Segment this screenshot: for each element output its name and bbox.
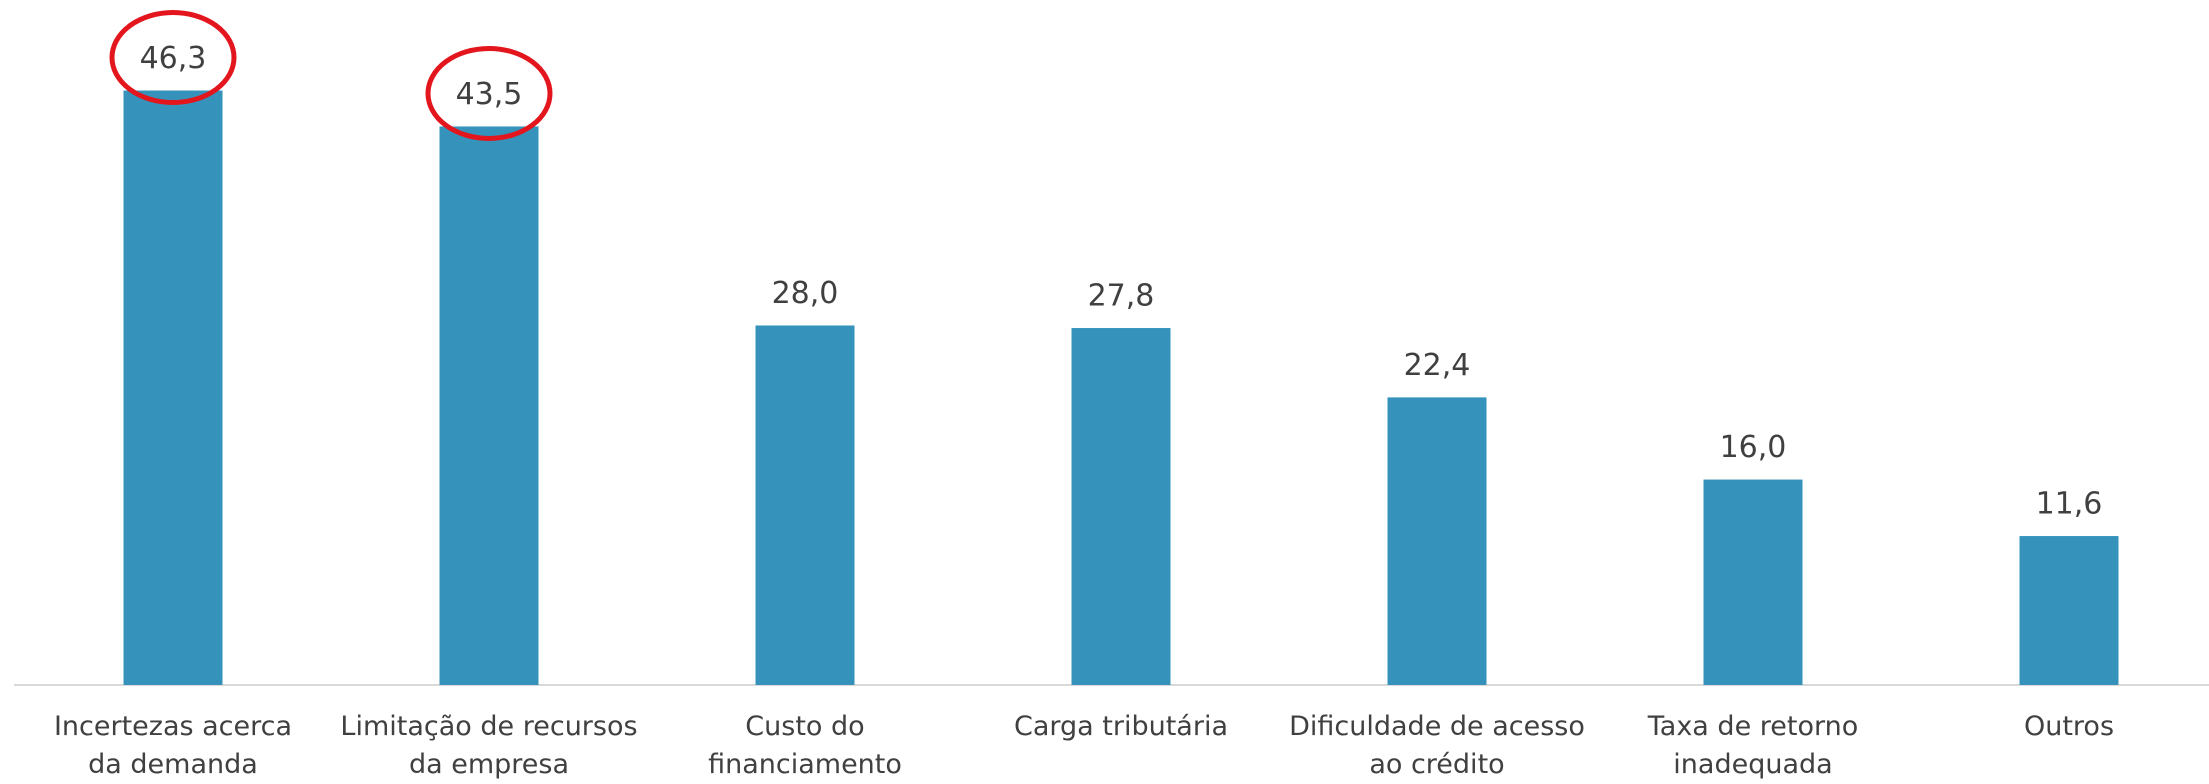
highlight-circle <box>425 45 553 141</box>
x-tick-label: Carga tributária <box>1013 711 1228 742</box>
highlight-circle <box>109 10 237 106</box>
value-label: 27,8 <box>1088 279 1155 314</box>
bar <box>2019 536 2119 685</box>
bar <box>1703 479 1803 685</box>
x-tick-label: Taxa de retorno inadequada <box>1647 711 1859 780</box>
bar <box>1387 397 1487 685</box>
value-label: 28,0 <box>772 276 839 311</box>
value-label: 43,5 <box>456 77 523 112</box>
x-tick-label: Dificuldade de acesso ao crédito <box>1289 711 1585 780</box>
x-tick-label: Limitação de recursos da empresa <box>340 711 638 780</box>
bar <box>755 325 855 685</box>
bar <box>1071 328 1171 685</box>
bar <box>439 126 539 685</box>
value-label: 22,4 <box>1404 348 1471 383</box>
value-label: 16,0 <box>1720 430 1787 465</box>
x-tick-label: Outros <box>2023 711 2115 742</box>
bar <box>123 90 223 686</box>
x-tick-label: Incertezas acerca da demanda <box>53 711 293 780</box>
x-tick-label: Custo do financiamento <box>708 711 902 780</box>
value-label: 11,6 <box>2036 487 2103 522</box>
value-label: 46,3 <box>140 41 207 76</box>
